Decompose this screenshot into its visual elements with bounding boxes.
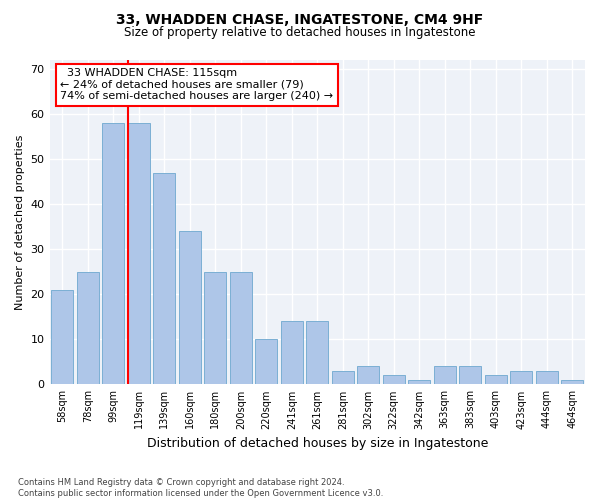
Bar [358,366,379,384]
Bar [154,172,175,384]
Bar [332,371,353,384]
Bar [281,322,302,384]
Bar [230,272,251,384]
Bar [77,272,98,384]
Text: 33, WHADDEN CHASE, INGATESTONE, CM4 9HF: 33, WHADDEN CHASE, INGATESTONE, CM4 9HF [116,12,484,26]
Bar [409,380,430,384]
Bar [536,371,557,384]
Bar [179,231,200,384]
Bar [562,380,583,384]
Bar [52,290,73,384]
Bar [128,123,149,384]
Bar [256,340,277,384]
Bar [103,123,124,384]
Bar [511,371,532,384]
Bar [460,366,481,384]
Bar [307,322,328,384]
X-axis label: Distribution of detached houses by size in Ingatestone: Distribution of detached houses by size … [146,437,488,450]
Text: Contains HM Land Registry data © Crown copyright and database right 2024.
Contai: Contains HM Land Registry data © Crown c… [18,478,383,498]
Bar [434,366,455,384]
Text: 33 WHADDEN CHASE: 115sqm
← 24% of detached houses are smaller (79)
74% of semi-d: 33 WHADDEN CHASE: 115sqm ← 24% of detach… [60,68,334,102]
Bar [205,272,226,384]
Y-axis label: Number of detached properties: Number of detached properties [15,134,25,310]
Text: Size of property relative to detached houses in Ingatestone: Size of property relative to detached ho… [124,26,476,39]
Bar [485,376,506,384]
Bar [383,376,404,384]
